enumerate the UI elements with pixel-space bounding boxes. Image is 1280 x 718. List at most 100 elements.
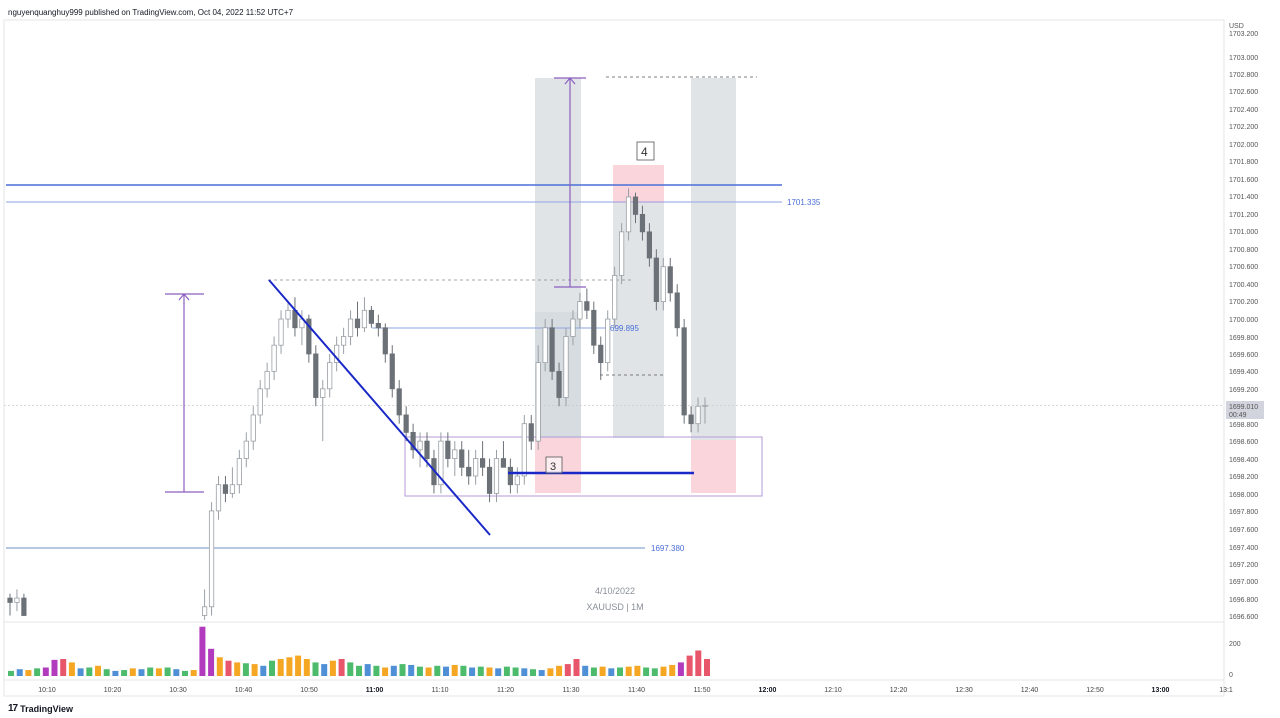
volume-bar	[312, 662, 319, 676]
volume-bar	[530, 669, 536, 676]
price-tick-label: 1697.600	[1229, 527, 1258, 534]
volume-bar	[390, 665, 397, 676]
candle-body	[466, 466, 472, 477]
price-tick-label: 1701.200	[1229, 212, 1258, 219]
volume-bar	[590, 667, 597, 676]
candle-body	[632, 196, 639, 215]
volume-bar	[538, 670, 545, 676]
candle-body	[375, 322, 381, 329]
volume-bar	[617, 667, 623, 676]
volume-bar	[651, 668, 658, 676]
volume-bar	[608, 668, 615, 676]
time-tick-label: 12:00	[759, 687, 777, 694]
time-tick-label: 10:20	[104, 687, 122, 694]
volume-bar	[225, 660, 232, 676]
volume-bar	[329, 660, 336, 676]
volume-bar	[704, 659, 710, 676]
currency-label: USD	[1229, 23, 1244, 30]
candle-body	[549, 327, 555, 372]
time-tick-label: 10:50	[300, 687, 318, 694]
volume-bar	[286, 657, 293, 676]
stop-zone-3	[691, 440, 736, 493]
candle-body	[584, 301, 590, 311]
price-tick-label: 1701.600	[1229, 177, 1258, 184]
candle-body	[243, 440, 249, 459]
volume-bar	[138, 669, 145, 676]
volume-bar	[347, 662, 354, 676]
candle-body	[424, 440, 430, 459]
price-tick-label: 1698.200	[1229, 474, 1258, 481]
candle-body	[264, 370, 270, 390]
candle-body	[222, 484, 229, 494]
countdown-label: 00:49	[1229, 412, 1247, 419]
volume-bar	[434, 665, 441, 676]
candle-body	[361, 309, 368, 329]
price-tick-label: 1702.200	[1229, 124, 1258, 131]
volume-bar	[660, 666, 667, 676]
candle-body	[695, 405, 701, 425]
volume-bar	[364, 664, 371, 676]
candle-body	[438, 440, 444, 486]
candle-body	[389, 353, 395, 390]
candle-body	[653, 257, 659, 302]
time-tick-label: 13:00	[1152, 687, 1170, 694]
current-price-label: 1699.010	[1229, 404, 1258, 411]
candle-body	[479, 458, 486, 468]
volume-bar	[399, 664, 406, 676]
candle-body	[201, 606, 208, 616]
watermark-date: 4/10/2022	[595, 586, 635, 596]
price-label-1701335: 1701.335	[787, 198, 821, 207]
price-tick-label: 1698.400	[1229, 457, 1258, 464]
time-tick-label: 11:50	[694, 687, 711, 694]
tradingview-logo-icon: 17	[8, 703, 18, 714]
candle-body	[229, 484, 235, 494]
volume-bar	[260, 665, 267, 676]
candle-body	[507, 466, 514, 486]
volume-bar	[625, 666, 632, 676]
publisher-caption: nguyenquanghuy999 published on TradingVi…	[8, 8, 294, 17]
volume-bar	[512, 667, 519, 676]
volume-bar	[51, 659, 58, 676]
tradingview-brand[interactable]: 17 TradingView	[8, 703, 73, 714]
candle-body	[236, 458, 242, 486]
candle-body	[674, 292, 680, 329]
volume-bar	[295, 655, 302, 676]
volume-bar	[34, 668, 41, 676]
measure-arrow-1	[178, 293, 190, 301]
volume-bar	[216, 657, 223, 676]
volume-tick-label: 0	[1229, 672, 1233, 679]
candle-body	[473, 458, 479, 477]
current-price-badge	[1226, 401, 1264, 419]
trendline	[268, 279, 491, 536]
candle-body	[354, 318, 361, 329]
price-tick-label: 1697.200	[1229, 562, 1258, 569]
candle-body	[368, 309, 375, 324]
price-tick-label: 1697.800	[1229, 509, 1258, 516]
volume-bar	[147, 667, 154, 676]
time-tick-label: 11:00	[366, 687, 384, 694]
volume-bar	[451, 664, 458, 676]
volume-bar	[486, 667, 493, 676]
time-tick-label: 12:30	[955, 687, 973, 694]
volume-bar	[164, 667, 171, 676]
volume-bar	[121, 670, 128, 676]
candle-body	[306, 318, 312, 355]
volume-bar	[16, 669, 23, 676]
candle-body	[208, 510, 215, 608]
target-zone-3	[691, 78, 736, 440]
candle-body	[646, 231, 653, 259]
volume-bar	[469, 667, 476, 676]
volume-bar	[495, 668, 502, 676]
candle-body	[410, 431, 416, 451]
time-tick-label: 11:30	[563, 687, 580, 694]
volume-bar	[695, 650, 702, 676]
volume-bar	[582, 665, 589, 676]
candle-body	[612, 275, 618, 320]
candle-body	[7, 597, 13, 603]
price-tick-label: 1699.200	[1229, 387, 1258, 394]
volume-bar	[25, 670, 32, 676]
volume-bar	[599, 666, 606, 676]
candle-body	[660, 266, 666, 303]
candle-body	[382, 327, 388, 355]
